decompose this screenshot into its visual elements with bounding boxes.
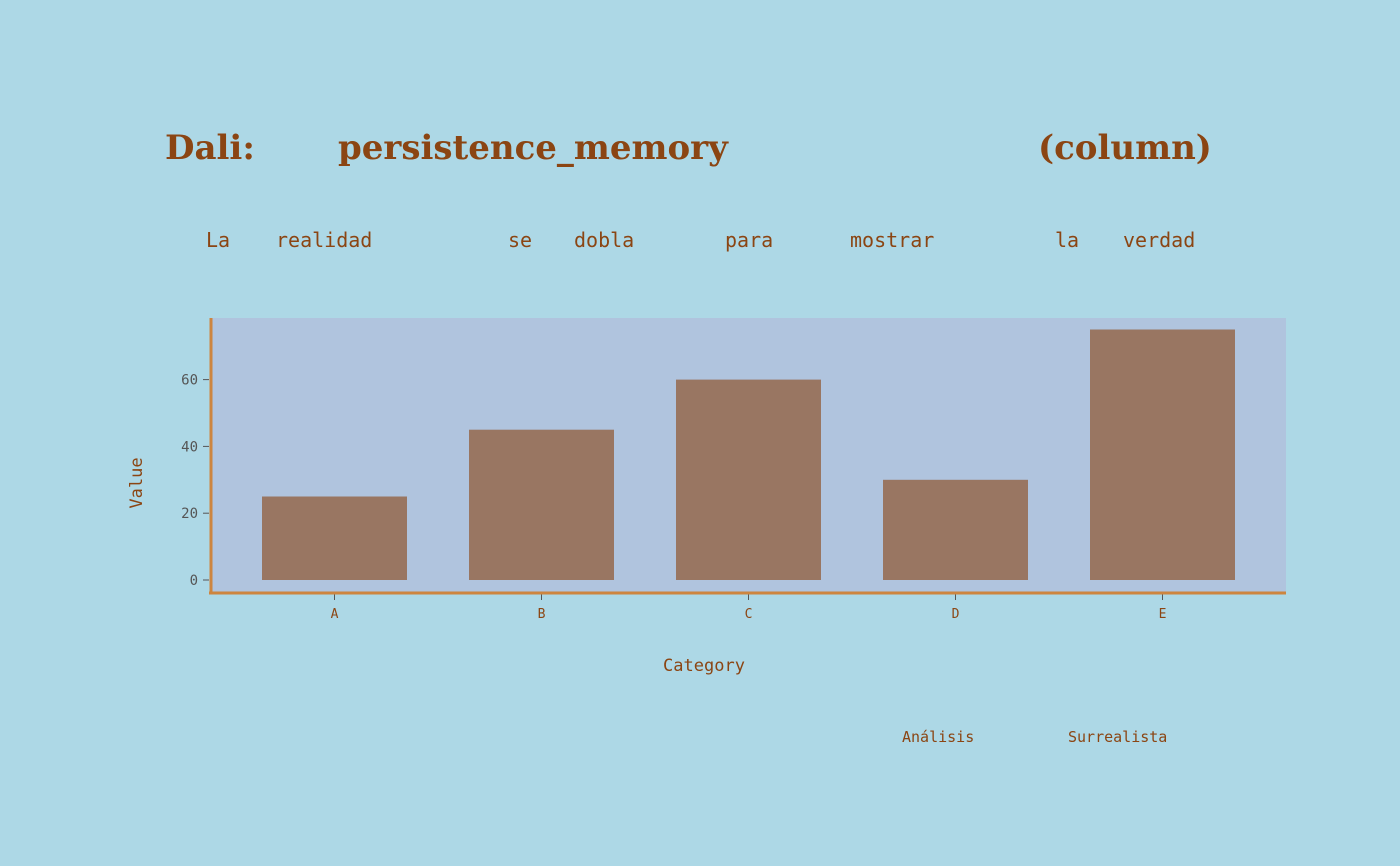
subtitle-word: realidad <box>276 228 373 252</box>
bar-B <box>469 429 614 580</box>
y-axis-ticks: 0 20 40 60 <box>181 373 209 589</box>
x-tick-label: E <box>1159 607 1167 622</box>
x-tick-label: B <box>538 607 546 622</box>
x-tick-label: D <box>952 607 960 622</box>
subtitle-word: la <box>1055 228 1080 252</box>
footer-word: Análisis <box>902 728 975 746</box>
subtitle-word: verdad <box>1123 228 1196 252</box>
title-word: (column) <box>1038 128 1212 168</box>
title-word: Dali: <box>165 128 255 168</box>
subtitle-word: La <box>206 228 231 252</box>
x-axis-ticks: A B C D E <box>331 594 1167 622</box>
title-word: persistence_memory <box>338 128 728 168</box>
x-tick-label: C <box>745 607 753 622</box>
y-tick-label: 0 <box>190 573 198 589</box>
x-tick-label: A <box>331 607 339 622</box>
bar-D <box>883 479 1028 580</box>
bar-A <box>262 496 407 580</box>
y-axis-label: Value <box>127 457 147 508</box>
x-axis-label: Category <box>663 656 745 676</box>
subtitle-word: para <box>725 228 774 252</box>
footer-word: Surrealista <box>1068 728 1168 746</box>
y-tick-label: 60 <box>181 373 198 389</box>
bars-group <box>262 329 1235 580</box>
bar-C <box>676 379 821 580</box>
bar-E <box>1090 329 1235 580</box>
subtitle-word: se <box>508 228 533 252</box>
subtitle-word: mostrar <box>850 228 935 252</box>
y-tick-label: 20 <box>181 506 198 522</box>
y-tick-label: 40 <box>181 439 198 455</box>
subtitle-word: dobla <box>574 228 635 252</box>
